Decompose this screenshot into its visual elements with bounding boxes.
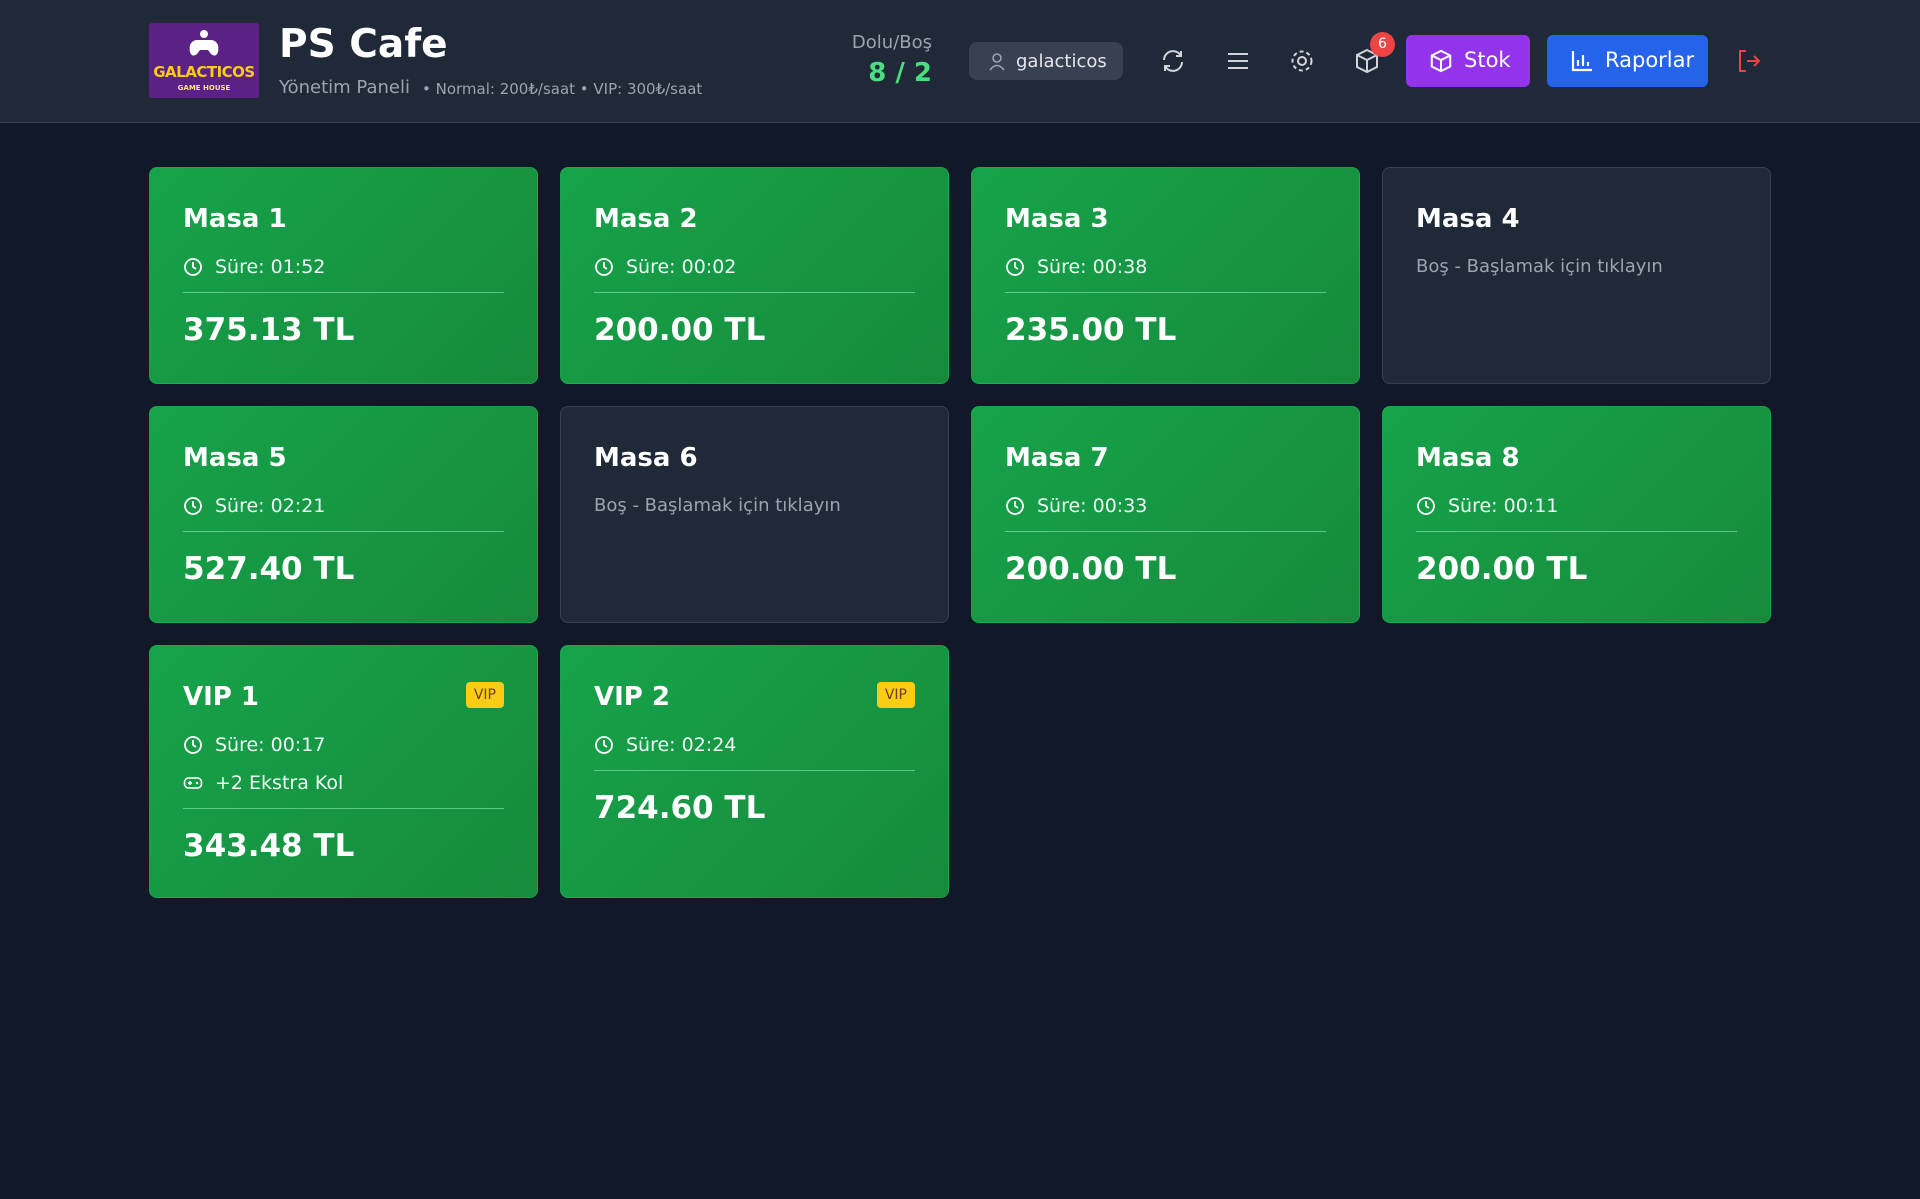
reports-label: Raporlar (1605, 48, 1695, 72)
total: 724.60 TL (594, 790, 766, 826)
clock-icon (595, 258, 613, 276)
logout-button[interactable] (1736, 48, 1762, 74)
separator (183, 531, 504, 532)
table-card[interactable]: Masa 1 Süre: 01:52 375.13 TL (149, 167, 538, 384)
app-subtitle: Yönetim Paneli (279, 77, 410, 98)
empty-text: Boş - Başlamak için tıklayın (594, 495, 841, 516)
duration: Süre: 02:21 (183, 495, 504, 517)
total: 375.13 TL (183, 312, 355, 348)
separator (594, 770, 915, 771)
duration-text: Süre: 00:38 (1037, 256, 1148, 278)
separator (1005, 531, 1326, 532)
logo[interactable]: GALACTICOS GAME HOUSE (149, 23, 259, 98)
duration-text: Süre: 00:11 (1448, 495, 1559, 517)
extra-text: +2 Ekstra Kol (215, 772, 344, 794)
table-card[interactable]: Masa 6 Boş - Başlamak için tıklayın (560, 406, 949, 623)
status-value: 8 / 2 (868, 58, 932, 88)
settings-button[interactable] (1289, 48, 1315, 74)
duration-text: Süre: 00:17 (215, 734, 326, 756)
table-card[interactable]: Masa 5 Süre: 02:21 527.40 TL (149, 406, 538, 623)
duration-text: Süre: 00:33 (1037, 495, 1148, 517)
table-card[interactable]: VIP 1 VIP Süre: 00:17 +2 Ekstra Kol 343.48 T… (149, 645, 538, 898)
separator (594, 292, 915, 293)
extra: +2 Ekstra Kol (183, 772, 504, 794)
table-card[interactable]: VIP 2 VIP Süre: 02:24 724.60 TL (560, 645, 949, 898)
duration: Süre: 01:52 (183, 256, 504, 278)
user-chip[interactable]: galacticos (969, 42, 1123, 80)
clock-icon (595, 736, 613, 754)
clock-icon (1417, 497, 1435, 515)
total: 200.00 TL (1005, 551, 1177, 587)
status-label: Dolu/Boş (851, 32, 932, 53)
table-name: Masa 5 (183, 443, 287, 473)
refresh-button[interactable] (1160, 48, 1186, 74)
vip-badge: VIP (465, 682, 504, 708)
notification-badge: 6 (1370, 32, 1395, 57)
table-card[interactable]: Masa 7 Süre: 00:33 200.00 TL (971, 406, 1360, 623)
username: galacticos (1016, 51, 1107, 72)
stock-label: Stok (1464, 48, 1511, 72)
separator (1416, 531, 1737, 532)
duration-text: Süre: 02:21 (215, 495, 326, 517)
menu-button[interactable] (1226, 50, 1250, 72)
table-grid: Masa 1 Süre: 01:52 375.13 TL Masa 2 Süre: 00… (149, 167, 1771, 898)
clock-icon (1006, 258, 1024, 276)
duration: Süre: 00:33 (1005, 495, 1326, 517)
total: 527.40 TL (183, 551, 355, 587)
empty-text: Boş - Başlamak için tıklayın (1416, 256, 1663, 277)
duration: Süre: 00:11 (1416, 495, 1737, 517)
duration: Süre: 00:17 (183, 734, 504, 756)
table-name: VIP 1 (183, 682, 259, 712)
reports-button[interactable]: Raporlar (1547, 35, 1708, 87)
total: 235.00 TL (1005, 312, 1177, 348)
separator (1005, 292, 1326, 293)
table-name: Masa 1 (183, 204, 287, 234)
table-name: Masa 7 (1005, 443, 1109, 473)
total: 200.00 TL (1416, 551, 1588, 587)
app-title: PS Cafe (279, 22, 448, 67)
duration: Süre: 00:38 (1005, 256, 1326, 278)
table-name: Masa 3 (1005, 204, 1109, 234)
table-card[interactable]: Masa 4 Boş - Başlamak için tıklayın (1382, 167, 1771, 384)
clock-icon (1006, 497, 1024, 515)
user-icon (989, 53, 1005, 71)
separator (183, 808, 504, 809)
controller-icon (183, 777, 203, 789)
clock-icon (184, 258, 202, 276)
vip-badge: VIP (876, 682, 915, 708)
table-name: Masa 4 (1416, 204, 1520, 234)
duration-text: Süre: 01:52 (215, 256, 326, 278)
clock-icon (184, 736, 202, 754)
header: GALACTICOS GAME HOUSE PS Cafe Yönetim Pa… (0, 0, 1920, 123)
rates: • Normal: 200₺/saat • VIP: 300₺/saat (422, 80, 703, 98)
total: 343.48 TL (183, 828, 355, 864)
duration-text: Süre: 00:02 (626, 256, 737, 278)
clock-icon (184, 497, 202, 515)
table-card[interactable]: Masa 2 Süre: 00:02 200.00 TL (560, 167, 949, 384)
separator (183, 292, 504, 293)
logo-icon (189, 30, 219, 56)
duration-text: Süre: 02:24 (626, 734, 737, 756)
table-card[interactable]: Masa 3 Süre: 00:38 235.00 TL (971, 167, 1360, 384)
table-name: VIP 2 (594, 682, 670, 712)
reports-icon (1571, 51, 1592, 72)
duration: Süre: 00:02 (594, 256, 915, 278)
total: 200.00 TL (594, 312, 766, 348)
table-name: Masa 2 (594, 204, 698, 234)
duration: Süre: 02:24 (594, 734, 915, 756)
table-card[interactable]: Masa 8 Süre: 00:11 200.00 TL (1382, 406, 1771, 623)
logo-title: GALACTICOS (153, 63, 255, 81)
table-name: Masa 6 (594, 443, 698, 473)
logo-subtitle: GAME HOUSE (177, 84, 231, 92)
stock-icon (1430, 49, 1452, 73)
stock-button[interactable]: Stok (1406, 35, 1530, 87)
table-name: Masa 8 (1416, 443, 1520, 473)
